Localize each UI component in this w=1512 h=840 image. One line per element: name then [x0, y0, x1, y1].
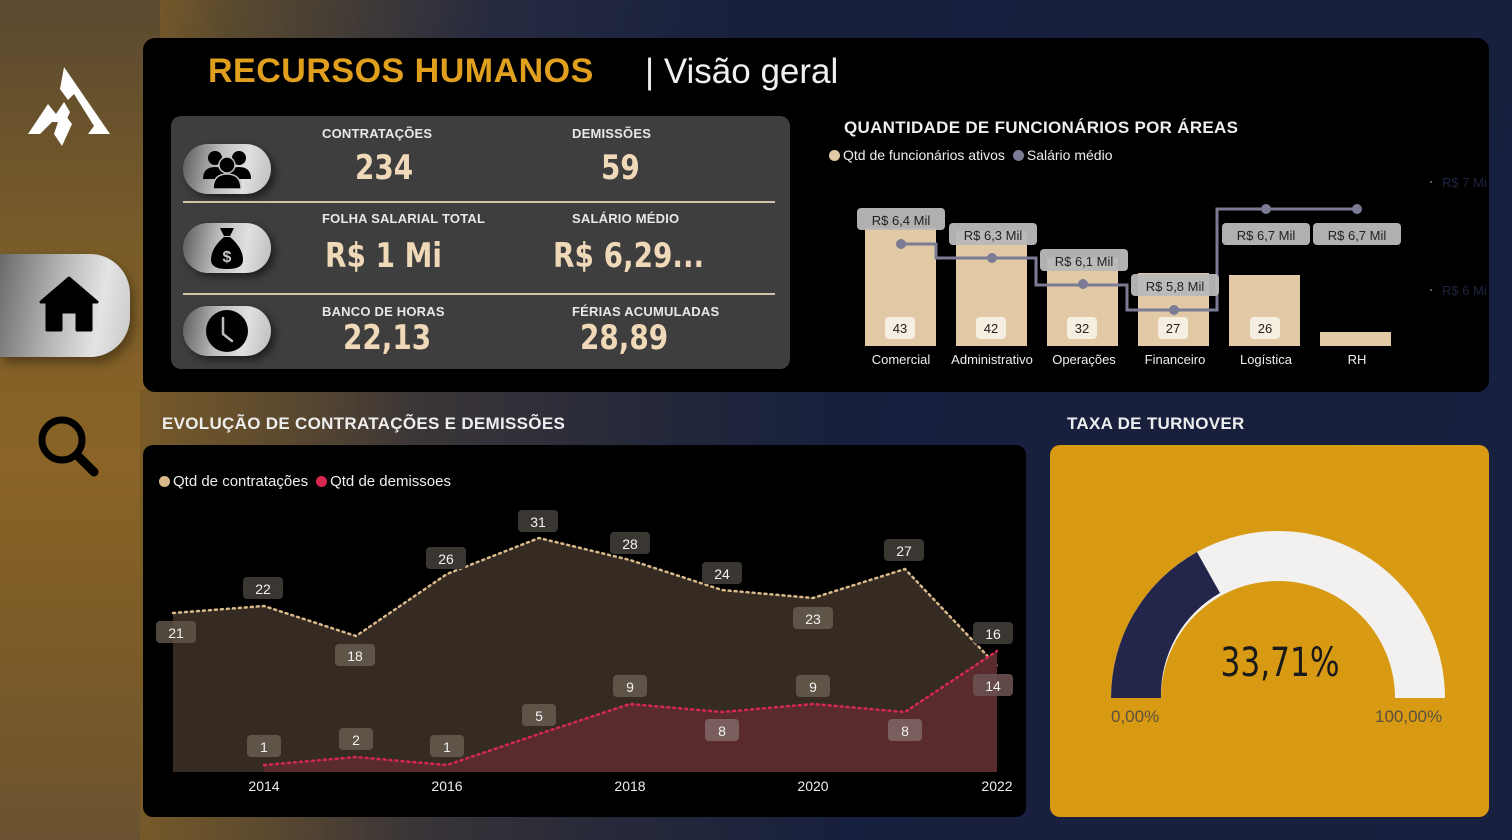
- areas-chart-title: QUANTIDADE DE FUNCIONÁRIOS POR ÁREAS: [844, 118, 1239, 137]
- home-icon: [39, 276, 99, 332]
- kpi-label-folha: FOLHA SALARIAL TOTAL: [322, 211, 486, 226]
- svg-text:R$ 6,4 Mil: R$ 6,4 Mil: [872, 213, 931, 228]
- turnover-gauge: [1111, 531, 1445, 698]
- svg-text:26: 26: [438, 551, 454, 567]
- svg-text:16: 16: [985, 626, 1001, 642]
- legend-dot-icon: [1012, 149, 1024, 161]
- svg-text:Financeiro: Financeiro: [1145, 352, 1206, 367]
- legend-item-contratacoes[interactable]: Qtd de contratações: [159, 473, 308, 490]
- legend-item-salario[interactable]: Salário médio: [1012, 147, 1112, 163]
- areas-bar-line-chart: 43 42 32 27 26 R$ 6,4 Mil R$ 6,3 Mil R$ …: [857, 175, 1487, 367]
- svg-text:2020: 2020: [797, 778, 828, 794]
- legend-dot-icon: [829, 149, 840, 161]
- svg-text:9: 9: [626, 679, 634, 695]
- svg-text:Comercial: Comercial: [872, 352, 931, 367]
- svg-text:9: 9: [809, 679, 817, 695]
- svg-text:R$ 6,7 Mil: R$ 6,7 Mil: [1328, 228, 1387, 243]
- kpi-label-banco-horas: BANCO DE HORAS: [322, 304, 445, 319]
- svg-text:Logística: Logística: [1240, 352, 1293, 367]
- kpi-value-demissoes: 59: [601, 148, 640, 188]
- svg-text:R$ 5,8 Mil: R$ 5,8 Mil: [1146, 279, 1205, 294]
- gauge-fill: [1111, 552, 1220, 698]
- legend-dot-icon: [159, 476, 170, 487]
- svg-text:27: 27: [1166, 321, 1180, 336]
- svg-text:42: 42: [984, 321, 998, 336]
- kpi-label-contratacoes: CONTRATAÇÕES: [322, 126, 433, 141]
- kpi-label-ferias: FÉRIAS ACUMULADAS: [572, 304, 720, 319]
- svg-text:R$ 6,3 Mil: R$ 6,3 Mil: [964, 228, 1023, 243]
- areas-chart-legend: Qtd de funcionários ativos Salário médio: [829, 147, 1120, 163]
- kpi-label-salario-medio: SALÁRIO MÉDIO: [572, 211, 680, 226]
- svg-text:R$ 6,7 Mil: R$ 6,7 Mil: [1237, 228, 1296, 243]
- kpi-icon-pill: [183, 144, 271, 194]
- money-bag-icon: $: [211, 228, 243, 269]
- svg-text:28: 28: [622, 536, 638, 552]
- kpi-value-contratacoes: 234: [355, 148, 414, 188]
- svg-text:24: 24: [714, 566, 730, 582]
- legend-item-demissoes[interactable]: Qtd de demissoes: [316, 473, 451, 490]
- page-subtitle: | Visão geral: [645, 52, 839, 91]
- svg-text:22: 22: [255, 581, 271, 597]
- svg-text:Administrativo: Administrativo: [951, 352, 1033, 367]
- svg-text:2018: 2018: [614, 778, 645, 794]
- search-icon: [38, 416, 99, 477]
- svg-text:32: 32: [1075, 321, 1089, 336]
- svg-text:$: $: [223, 249, 232, 266]
- gauge-max-label: 100,00%: [1375, 707, 1443, 726]
- kpi-icon-pill: [183, 306, 271, 356]
- kpi-label-demissoes: DEMISSÕES: [572, 126, 652, 141]
- svg-text:27: 27: [896, 543, 912, 559]
- svg-text:14: 14: [985, 678, 1001, 694]
- svg-text:5: 5: [535, 708, 543, 724]
- gauge-min-label: 0,00%: [1111, 707, 1160, 726]
- nav-home-button[interactable]: [0, 254, 130, 357]
- page-title: RECURSOS HUMANOS: [208, 52, 594, 90]
- nav-search-button[interactable]: [36, 414, 102, 480]
- svg-text:8: 8: [901, 723, 909, 739]
- turnover-value: 33,71%: [1220, 640, 1340, 686]
- clock-icon: [206, 310, 248, 352]
- svg-text:2014: 2014: [248, 778, 279, 794]
- company-logo-icon: [26, 64, 112, 150]
- kpi-value-folha: R$ 1 Mi: [325, 236, 442, 276]
- svg-text:21: 21: [168, 625, 184, 641]
- svg-text:2016: 2016: [431, 778, 462, 794]
- svg-text:Operações: Operações: [1052, 352, 1116, 367]
- kpi-value-ferias: 28,89: [580, 318, 669, 358]
- sidebar-background: [0, 0, 160, 840]
- bar-rh[interactable]: [1320, 332, 1391, 346]
- kpi-value-banco-horas: 22,13: [343, 318, 432, 358]
- svg-text:2022: 2022: [981, 778, 1012, 794]
- svg-text:R$ 6 Mi: R$ 6 Mi: [1442, 283, 1487, 298]
- legend-item-funcionarios[interactable]: Qtd de funcionários ativos: [829, 147, 1005, 163]
- kpi-card: $: [171, 116, 790, 369]
- svg-text:8: 8: [718, 723, 726, 739]
- legend-dot-icon: [316, 476, 328, 487]
- evolution-chart-legend: Qtd de contratações Qtd de demissoes: [159, 473, 459, 490]
- evolution-chart-title: EVOLUÇÃO DE CONTRATAÇÕES E DEMISSÕES: [162, 414, 566, 433]
- svg-text:1: 1: [443, 739, 451, 755]
- svg-text:R$ 6,1 Mil: R$ 6,1 Mil: [1055, 254, 1114, 269]
- svg-text:31: 31: [530, 514, 546, 530]
- svg-text:R$ 7 Mi: R$ 7 Mi: [1442, 175, 1487, 190]
- svg-text:43: 43: [893, 321, 907, 336]
- evolution-area-chart: 21 22 18 26 31 28 24 23 27 14 16 1 2 1 5…: [156, 510, 1013, 794]
- svg-text:18: 18: [347, 648, 363, 664]
- svg-text:2: 2: [352, 732, 360, 748]
- svg-text:23: 23: [805, 611, 821, 627]
- svg-text:26: 26: [1258, 321, 1272, 336]
- kpi-icon-pill: $: [183, 223, 271, 273]
- turnover-title: TAXA DE TURNOVER: [1067, 414, 1245, 433]
- kpi-divider: [183, 293, 775, 295]
- people-group-icon: [203, 151, 251, 189]
- kpi-value-salario-medio: R$ 6,29...: [553, 236, 705, 276]
- svg-text:1: 1: [260, 739, 268, 755]
- svg-text:RH: RH: [1348, 352, 1367, 367]
- kpi-divider: [183, 201, 775, 203]
